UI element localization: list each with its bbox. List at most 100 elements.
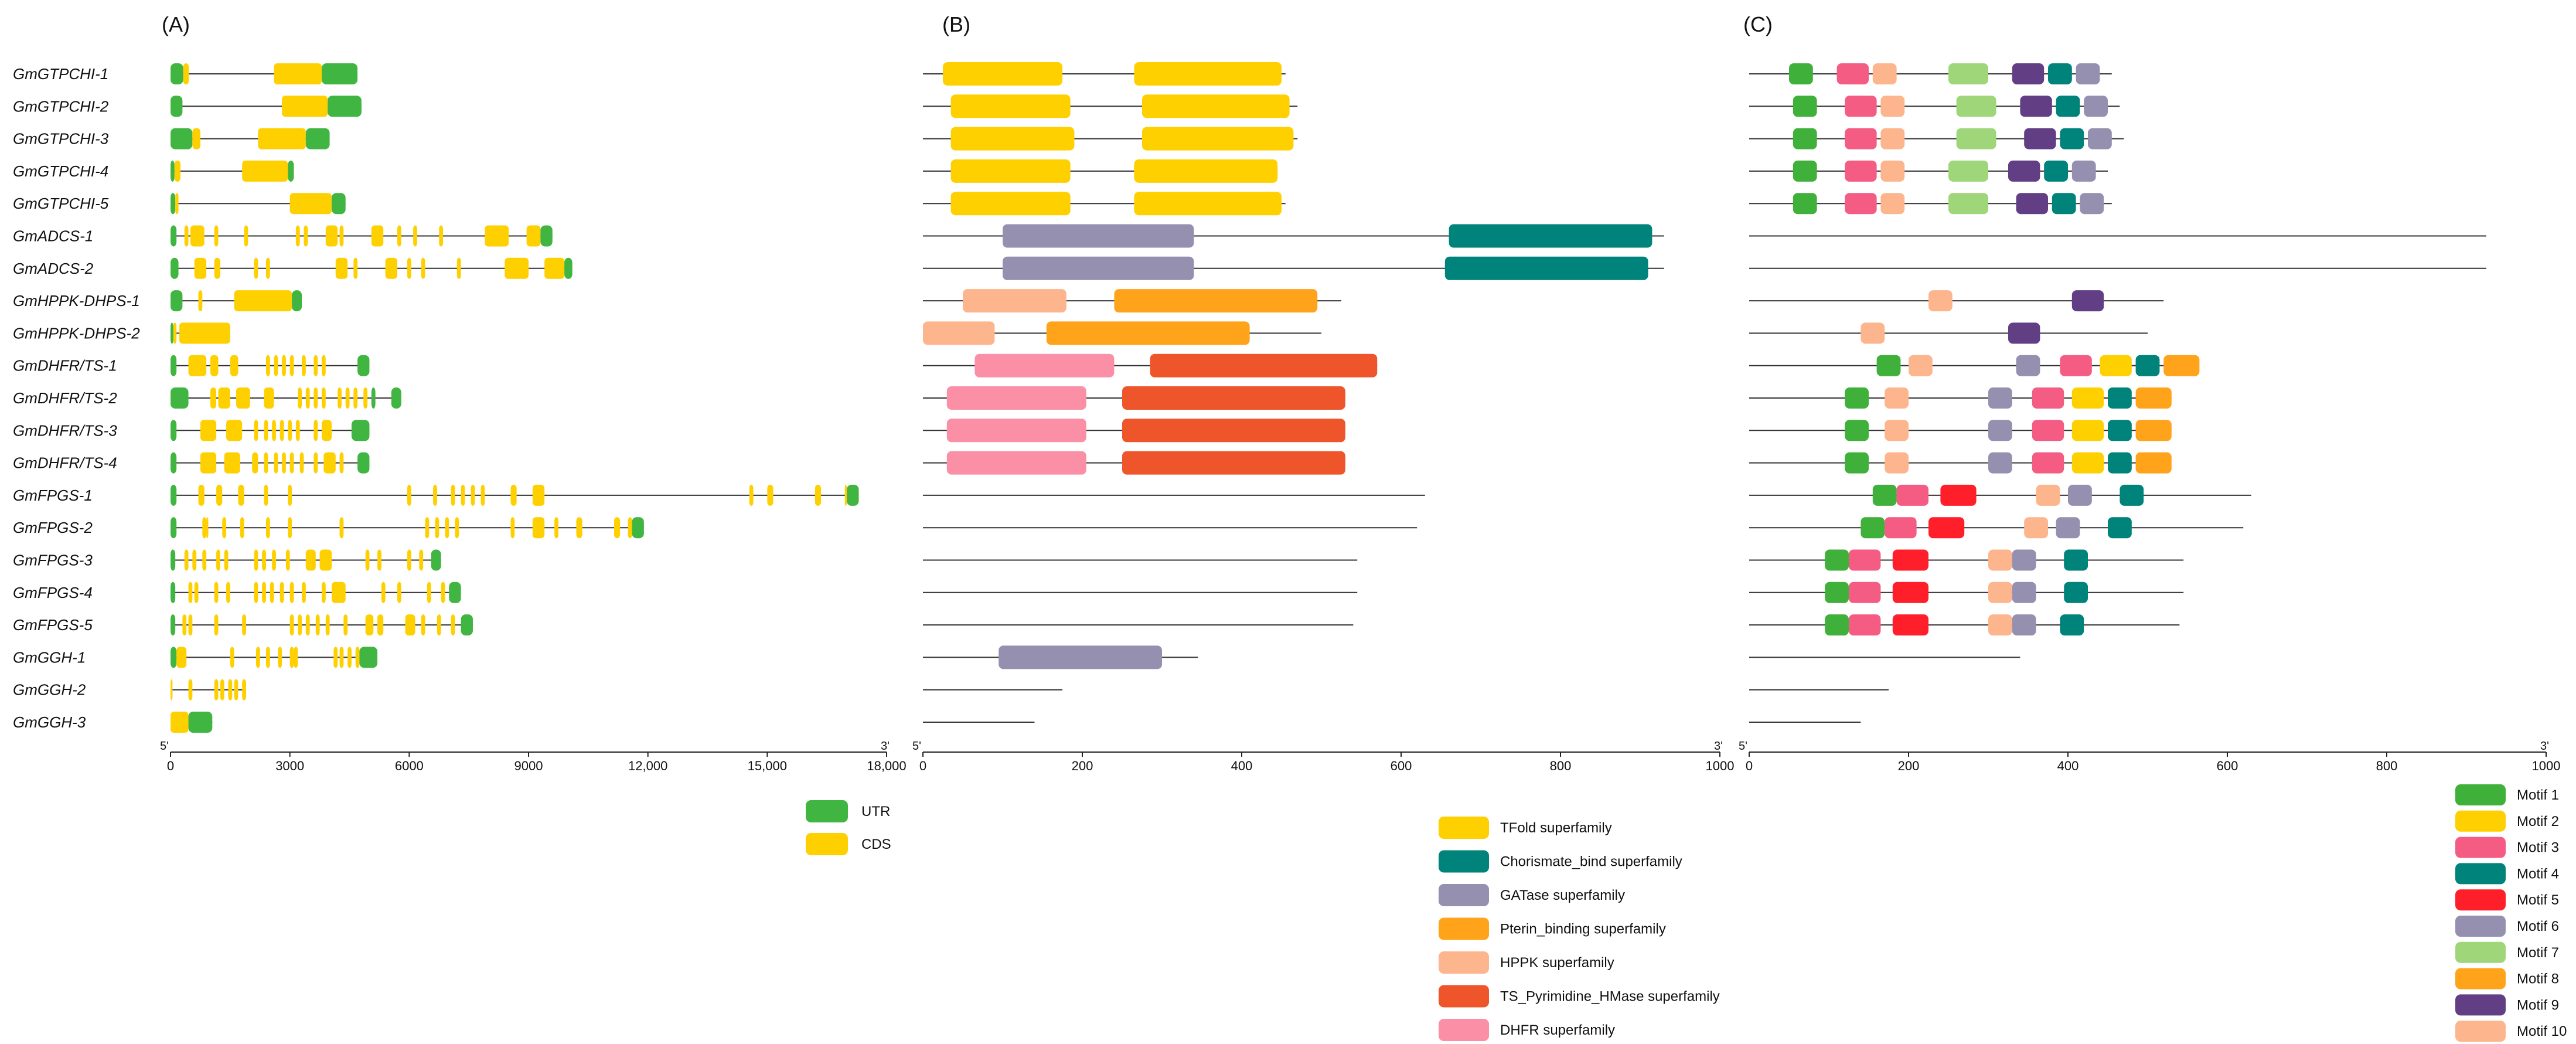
motif-motif-3 [1845, 128, 1877, 149]
cds-block [289, 193, 332, 215]
cds-block [614, 517, 621, 539]
cds-block [214, 581, 219, 603]
cds-block [188, 581, 193, 603]
utr-block [171, 257, 179, 279]
motif-motif-6 [1988, 452, 2012, 474]
utr-block [171, 322, 173, 344]
motif-motif-4 [2044, 160, 2068, 182]
motif-motif-2 [2071, 387, 2104, 409]
legend-label: UTR [861, 804, 890, 819]
panel-c-conserved-motifs: (C) 5' 3' 0 200 400 600 800 1000 Motif 1 Motif 2 Mo… [1739, 12, 2567, 1042]
gene-label: GmDHFR/TS-1 [13, 357, 117, 375]
x-axis-tick-label: 600 [2217, 759, 2238, 773]
legend-swatch [2455, 863, 2506, 885]
cds-block [355, 647, 360, 668]
utr-block [564, 257, 573, 279]
utr-block [171, 517, 177, 539]
motif-motif-10 [1928, 290, 1953, 312]
x-axis-tick-label: 200 [1898, 759, 1920, 773]
cds-block [433, 484, 437, 506]
panel-label-b: (B) [942, 12, 970, 36]
cds-block [302, 355, 306, 376]
cds-block [413, 225, 417, 247]
motif-motif-4 [2052, 193, 2076, 215]
cds-block [451, 484, 455, 506]
utr-block [171, 355, 177, 376]
cds-block [363, 387, 368, 409]
utr-block [431, 549, 441, 571]
cds-block [302, 581, 306, 603]
motif-motif-10 [1988, 581, 2012, 603]
motif-motif-4 [2108, 420, 2132, 441]
utr-block [540, 225, 553, 247]
cds-block [298, 387, 302, 409]
legend-swatch [1439, 850, 1489, 873]
cds-block [200, 420, 217, 441]
x-axis-tick-label: 200 [1072, 759, 1093, 773]
motif-motif-1 [1825, 581, 1849, 603]
cds-block [202, 549, 207, 571]
cds-block [171, 679, 173, 700]
cds-block [200, 452, 217, 474]
cds-block [844, 484, 847, 506]
cds-block [194, 257, 207, 279]
cds-block [321, 355, 326, 376]
motif-motif-4 [2108, 387, 2132, 409]
domain-tfold-superfamily [1134, 192, 1282, 216]
motif-motif-10 [1885, 387, 1909, 409]
cds-block [202, 517, 207, 539]
legend-label: Motif 9 [2517, 997, 2559, 1013]
utr-block [171, 193, 176, 215]
gene-label: GmGGH-2 [13, 681, 86, 699]
cds-block [425, 517, 430, 539]
motif-motif-3 [1849, 549, 1881, 571]
cds-block [343, 614, 348, 636]
cds-block [365, 614, 374, 636]
legend-label: Pterin_binding superfamily [1500, 921, 1666, 937]
cds-block [325, 225, 338, 247]
utr-block [171, 96, 183, 117]
motif-motif-3 [1845, 160, 1877, 182]
utr-block [328, 96, 362, 117]
cds-block [220, 679, 224, 700]
gene-label: GmGTPCHI-3 [13, 130, 109, 148]
motif-motif-9 [2071, 290, 2104, 312]
cds-block [767, 484, 774, 506]
legend-label: Motif 7 [2517, 945, 2559, 961]
motif-motif-6 [2088, 128, 2112, 149]
cds-block [216, 484, 223, 506]
cds-block [264, 484, 268, 506]
domain-dhfr-superfamily [946, 386, 1086, 410]
legend-swatch [1439, 951, 1489, 974]
motif-motif-6 [2071, 160, 2096, 182]
cds-block [264, 387, 274, 409]
panel-a-gene-structure: (A) 5' 3' 0 3000 6000 9000 12,000 15,000 18,000 UT… [160, 12, 907, 855]
cds-block [289, 614, 294, 636]
cds-block [206, 517, 209, 539]
cds-block [214, 257, 220, 279]
domain-dhfr-superfamily [946, 451, 1086, 475]
cds-block [339, 225, 344, 247]
legend-label: CDS [861, 836, 891, 852]
cds-block [298, 614, 302, 636]
legend-label: DHFR superfamily [1500, 1022, 1615, 1038]
cds-block [264, 420, 268, 441]
gene-label: GmGTPCHI-4 [13, 162, 108, 180]
motif-motif-3 [1896, 484, 1928, 506]
motif-motif-10 [2024, 517, 2048, 539]
cds-block [365, 549, 370, 571]
x-axis-tick-label: 0 [167, 759, 174, 773]
cds-block [230, 647, 234, 668]
motif-motif-4 [2064, 549, 2088, 571]
gene-label: GmDHFR/TS-2 [13, 389, 117, 407]
utr-block [305, 128, 330, 149]
axis-3prime-label: 3' [1714, 740, 1723, 753]
cds-block [347, 647, 352, 668]
legend-swatch [2455, 784, 2506, 805]
domain-ts-pyrimidine-hmase-superfamily [1122, 386, 1345, 410]
motif-motif-1 [1876, 355, 1901, 376]
cds-block [265, 517, 270, 539]
utr-block [171, 160, 175, 182]
axis-5prime-label: 5' [160, 740, 169, 753]
cds-block [288, 517, 292, 539]
